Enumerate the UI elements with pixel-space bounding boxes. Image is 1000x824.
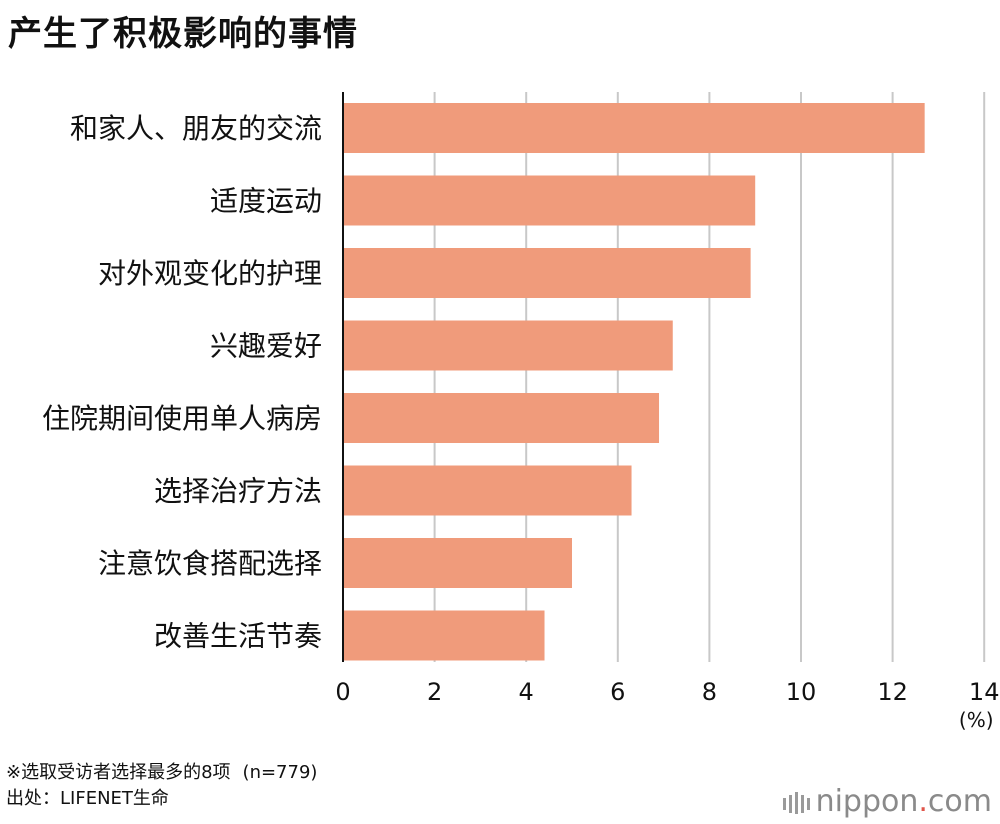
x-tick-label: 12 xyxy=(877,678,908,706)
unit-label: (%) xyxy=(959,708,994,732)
category-label: 和家人、朋友的交流 xyxy=(70,112,322,145)
source-text: 出处：LIFENET生命 xyxy=(6,788,169,809)
logo-dot: . xyxy=(918,784,928,819)
bar xyxy=(343,393,660,443)
bar xyxy=(343,248,751,298)
bar xyxy=(343,103,925,153)
note-text: ※选取受访者选择最多的8项 xyxy=(6,762,231,783)
logo-mark-icon xyxy=(782,791,810,814)
x-tick-label: 0 xyxy=(335,678,350,706)
x-tick-label: 14 xyxy=(969,678,1000,706)
chart-title: 产生了积极影响的事情 xyxy=(8,14,358,54)
x-tick-label: 4 xyxy=(519,678,534,706)
x-tick-label: 10 xyxy=(786,678,817,706)
bar-chart: 和家人、朋友的交流适度运动对外观变化的护理兴趣爱好住院期间使用单人病房选择治疗方… xyxy=(42,92,1000,732)
bar xyxy=(343,610,545,661)
bar xyxy=(343,465,632,516)
category-label: 适度运动 xyxy=(210,185,322,218)
bar xyxy=(343,538,572,588)
bar xyxy=(343,320,673,371)
logo-tld: com xyxy=(927,784,992,819)
bar xyxy=(343,175,756,226)
footnote: ※选取受访者选择最多的8项 (n=779) 出处：LIFENET生命 xyxy=(6,760,317,812)
category-label: 对外观变化的护理 xyxy=(98,257,322,290)
nippon-logo: nippon.com xyxy=(782,784,992,819)
logo-name: nippon xyxy=(815,784,919,819)
category-label: 注意饮食搭配选择 xyxy=(98,547,322,580)
category-label: 兴趣爱好 xyxy=(210,330,322,363)
category-label: 住院期间使用单人病房 xyxy=(42,402,322,435)
sample-size: (n=779) xyxy=(242,762,318,783)
x-tick-label: 2 xyxy=(427,678,442,706)
category-label: 改善生活节奏 xyxy=(154,620,322,653)
x-tick-label: 6 xyxy=(610,678,625,706)
x-tick-label: 8 xyxy=(702,678,717,706)
category-label: 选择治疗方法 xyxy=(154,475,322,508)
